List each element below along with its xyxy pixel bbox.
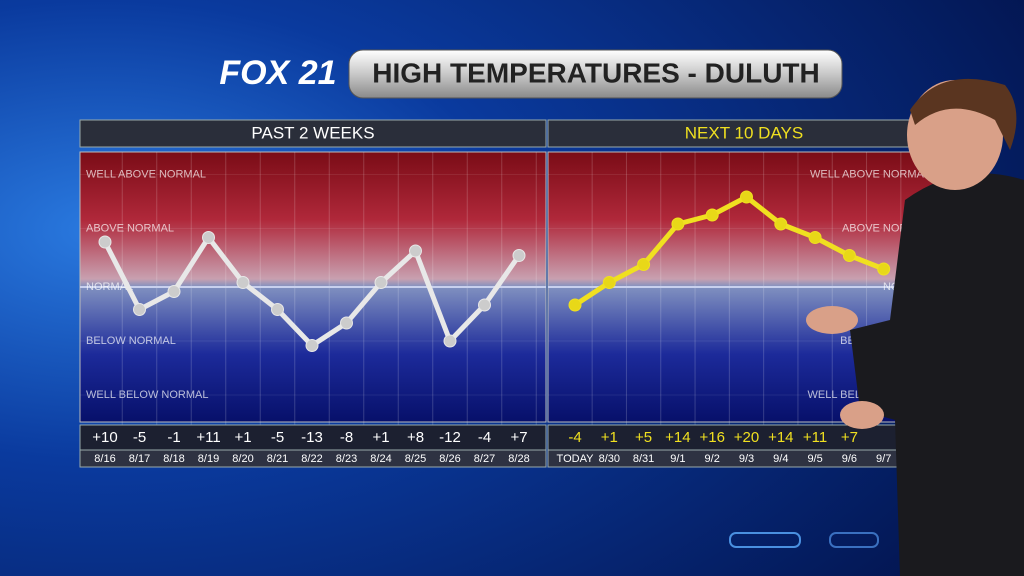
point [568,298,582,312]
date-label: 8/25 [405,453,426,465]
value-label: -1 [167,429,180,446]
value-label: +1 [601,429,618,446]
value-label: +20 [734,429,759,446]
point [671,217,685,231]
date-row [79,449,547,468]
point [133,303,146,316]
hand [840,401,884,429]
value-label: +7 [510,429,527,446]
point [842,249,856,262]
date-label: 9/5 [807,453,822,465]
value-label: +11 [196,429,220,446]
hair [910,78,1017,150]
hand [806,306,858,334]
panel-header [547,119,941,148]
logo: FOX 21 [219,54,336,92]
value-label: +16 [699,429,724,446]
band-label: WELL BELOW NORMAL [86,389,208,401]
point [774,217,788,231]
floor-light [829,532,879,548]
band-label: WELL ABOVE NORMAL [86,168,206,180]
point [305,339,319,352]
value-label: -13 [301,429,323,446]
value-row [79,424,547,451]
panel-title: NEXT 10 DAYS [685,123,803,142]
point [705,208,719,222]
title: HIGH TEMPERATURES - DULUTH [372,57,819,88]
date-label: 8/22 [301,453,322,465]
point [602,276,616,289]
date-label: 8/31 [633,453,654,465]
point [740,190,753,204]
value-label: +14 [665,429,690,446]
date-label: 8/23 [336,453,357,465]
point [512,249,526,262]
date-label: 8/17 [129,453,150,465]
panel-title: PAST 2 WEEKS [251,123,374,142]
point [443,334,457,348]
value-label: +1 [372,429,389,446]
date-label: 8/30 [599,453,620,465]
date-label: 9/2 [705,453,720,465]
point [478,298,491,312]
point [409,244,422,258]
date-label: 8/21 [267,453,288,465]
value-row [547,424,941,451]
point [637,258,651,271]
suit [850,173,1024,576]
point [340,316,353,330]
date-label: 9/6 [842,453,857,465]
point [98,235,112,249]
date-label: 8/28 [508,453,529,465]
value-label: +10 [92,429,117,446]
band-label: BELOW NORMAL [86,335,176,347]
date-label: 8/16 [94,453,115,465]
band-label: NORMAL [86,281,133,293]
value-label: -4 [478,429,491,446]
date-label: 8/19 [198,453,219,465]
band-label: ABOVE NORMAL [86,222,174,234]
charts: PAST 2 WEEKS WELL ABOVE NORMAL ABOVE NORMA… [79,119,941,468]
point [167,285,181,298]
floor-light [729,532,801,548]
date-label: 8/27 [474,453,495,465]
line [573,194,885,308]
date-label: 8/18 [163,453,184,465]
value-label: -8 [340,429,353,446]
value-label: +7 [841,429,858,446]
value-label: +14 [768,429,793,446]
value-label: +1 [234,429,251,446]
point [374,276,388,289]
point [202,231,215,244]
date-label: 8/20 [232,453,253,465]
date-label: 8/26 [439,453,460,465]
value-label: +11 [803,429,827,446]
value-label: -5 [271,429,284,446]
band-label: WELL ABOVE NORMAL [810,168,930,180]
value-label: -4 [568,429,581,446]
point [236,276,250,289]
value-label: +5 [635,429,652,446]
point [808,231,822,244]
date-label: 9/1 [670,453,685,465]
value-label: +8 [407,429,424,446]
panel-header [79,119,547,148]
presenter [806,78,1024,576]
point [271,303,284,316]
value-label: -5 [133,429,146,446]
date-label: TODAY [557,453,595,465]
value-label: -12 [439,429,461,446]
title-pill [348,49,843,99]
point [877,262,891,276]
date-label: 8/24 [370,453,391,465]
date-label: 9/3 [739,453,754,465]
date-label: 9/7 [876,453,891,465]
date-label: 9/4 [773,453,788,465]
